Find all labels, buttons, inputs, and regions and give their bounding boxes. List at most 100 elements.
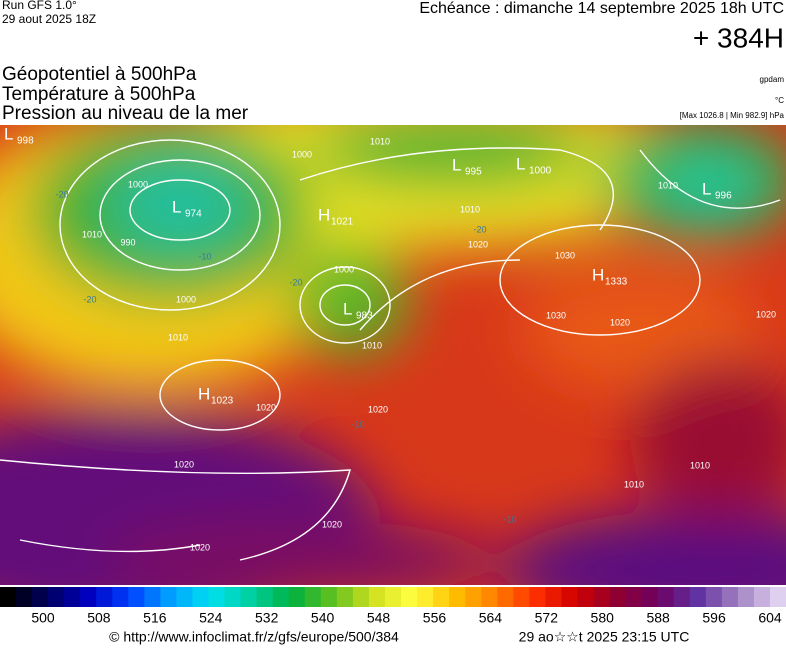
colorbar-tick-label: 604 [758,610,782,626]
layer-title: Température à 500hPa [2,84,196,105]
colorbar-swatch [80,587,97,607]
isobar-label: 990 [120,237,135,247]
isobar-label: 1000 [292,149,312,159]
colorbar-tick-label: 580 [591,610,615,626]
pressure-center-value: 998 [17,136,34,147]
colorbar-swatch [705,587,723,607]
run-label: Run GFS 1.0° [2,0,77,12]
colorbar-swatch [513,587,530,607]
isobar-label: 1020 [756,309,776,319]
pressure-center-type: H [318,205,330,224]
isobar-label: 1030 [546,310,566,320]
colorbar-tick-label: 564 [479,610,503,626]
colorbar-swatch [112,587,129,607]
colorbar-tick-label: 596 [702,610,726,626]
colorbar-swatch [160,587,177,607]
lead-time: + 384H [693,22,784,53]
pressure-center-value: 983 [356,311,373,322]
colorbar-tick-label: 500 [31,610,55,626]
colorbar-swatch [32,587,49,607]
colorbar-swatch [16,587,33,607]
colorbar-swatch [577,587,595,607]
temperature-label: -10 [351,419,364,429]
isobar-label: 1010 [658,180,678,190]
pressure-center-type: L [516,154,525,173]
run-date: 29 aout 2025 18Z [2,12,96,26]
colorbar-swatch [657,587,675,607]
colorbar-swatch [240,587,258,607]
unit-label: [Max 1026.8 | Min 982.9] hPa [680,111,785,120]
colorbar-swatch [721,587,739,607]
pressure-center-type: L [702,179,711,198]
isobar-label: 1020 [610,317,630,327]
colorbar-swatch [176,587,193,607]
valid-time: Echéance : dimanche 14 septembre 2025 18… [419,0,784,17]
pressure-center-value: 995 [465,167,482,178]
isobar-label: 1010 [624,479,644,489]
temperature-label: -10 [503,514,516,524]
colorbar-swatch [593,587,611,607]
source-url: © http://www.infoclimat.fr/z/gfs/europe/… [109,629,399,645]
colorbar-swatch [561,587,578,607]
isobar-label: 1020 [256,402,276,412]
colorbar-swatch [224,587,242,607]
colorbar-tick-label: 524 [199,610,223,626]
colorbar-swatch [48,587,65,607]
colorbar-swatch [417,587,434,607]
colorbar-swatch [256,587,274,607]
map [0,125,786,585]
colorbar-tick-label: 516 [143,610,167,626]
isobar-label: 1010 [690,460,710,470]
colorbar-swatch [625,587,643,607]
colorbar-tick-label: 540 [311,610,335,626]
colorbar-tick-label: 532 [255,610,279,626]
isobar-label: 1010 [168,332,188,342]
colorbar-swatch [465,587,482,607]
colorbar-tick-label: 556 [423,610,447,626]
pressure-center-value: 996 [715,191,732,202]
isobar-label: 1010 [82,229,102,239]
isobar-label: 1000 [128,179,148,189]
pressure-center-value: 1333 [605,277,628,288]
pressure-center-value: 1023 [211,396,234,407]
colorbar-swatch [401,587,418,607]
temperature-label: -20 [83,294,96,304]
colorbar-swatch [304,587,322,607]
temperature-label: -10 [198,251,211,261]
colorbar-swatch [288,587,306,607]
colorbar-swatch [545,587,562,607]
pressure-center-value: 1021 [331,217,354,228]
colorbar-swatch [128,587,145,607]
colorbar-swatch [673,587,691,607]
unit-label: °C [775,96,784,105]
colorbar-swatch [336,587,354,607]
colorbar-swatch [96,587,113,607]
colorbar-swatch [64,587,81,607]
generated-time: 29 ao☆☆t 2025 23:15 UTC [519,629,690,645]
layer-title: Pression au niveau de la mer [2,103,249,124]
pressure-center-value: 1000 [529,166,552,177]
isobar-label: 1020 [174,459,194,469]
colorbar-swatch [384,587,402,607]
colorbar-swatch [481,587,498,607]
pressure-center-type: L [4,124,13,143]
pressure-center-type: H [592,265,604,284]
colorbar-tick-label: 588 [646,610,670,626]
isobar-label: 1020 [368,404,388,414]
colorbar-swatch [737,587,755,607]
colorbar-swatch [449,587,466,607]
colorbar-swatch [144,587,161,607]
colorbar-swatch [609,587,627,607]
colorbar-swatch [529,587,546,607]
layer-title: Géopotentiel à 500hPa [2,64,197,85]
isobar-label: 1000 [334,264,354,274]
pressure-center-type: L [452,155,461,174]
isobar-label: 1020 [190,542,210,552]
isobar-label: 1020 [322,519,342,529]
isobar-label: 1010 [460,204,480,214]
colorbar-swatch [208,587,226,607]
colorbar-swatch [769,587,786,607]
isobar-label: 1010 [362,340,382,350]
colorbar-swatch [0,587,17,607]
